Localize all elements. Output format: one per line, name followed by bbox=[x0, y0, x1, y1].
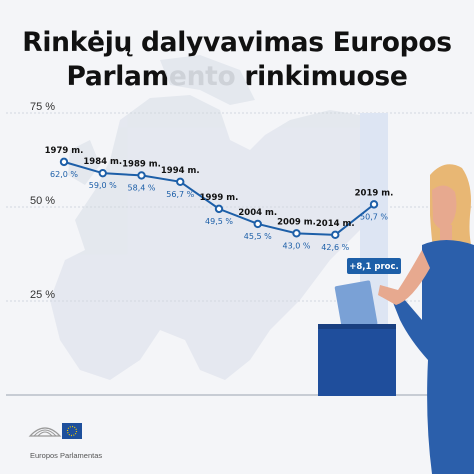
value-label: 45,5 % bbox=[244, 232, 272, 241]
arm bbox=[378, 250, 430, 305]
year-label: 2019 m. bbox=[355, 188, 394, 198]
value-label: 42,6 % bbox=[321, 243, 349, 252]
y-axis: 25 % 50 % 75 % bbox=[30, 101, 55, 301]
year-label: 1999 m. bbox=[200, 193, 239, 203]
data-point bbox=[292, 229, 301, 238]
value-label: 56,7 % bbox=[166, 190, 194, 199]
ballot-box bbox=[318, 324, 396, 396]
ballot-box-illustration bbox=[318, 280, 396, 396]
neck bbox=[440, 225, 452, 243]
year-label: 1994 m. bbox=[161, 166, 200, 176]
y-tick-label: 25 % bbox=[30, 289, 55, 301]
eu-flag-icon bbox=[62, 423, 82, 439]
data-point bbox=[214, 204, 224, 214]
value-label: 59,0 % bbox=[89, 181, 117, 190]
data-point bbox=[59, 157, 69, 167]
value-label: 50,7 % bbox=[360, 212, 388, 221]
european-parliament-logo bbox=[28, 423, 82, 439]
y-tick-label: 75 % bbox=[30, 101, 55, 113]
increase-badge: +8,1 proc. bbox=[347, 258, 401, 274]
data-point bbox=[176, 177, 185, 187]
value-label: 58,4 % bbox=[128, 183, 156, 192]
year-label: 2004 m. bbox=[238, 208, 277, 218]
data-point bbox=[369, 200, 379, 209]
ballot-box-slot bbox=[318, 324, 396, 329]
face bbox=[432, 185, 457, 229]
y-tick-label: 50 % bbox=[30, 195, 55, 207]
hemicycle-icon bbox=[28, 427, 62, 437]
title-line-1: Rinkėjų dalyvavimas Europos bbox=[22, 27, 452, 58]
europe-map-background bbox=[50, 55, 380, 380]
year-label: 2014 m. bbox=[316, 219, 355, 229]
year-label: 1984 m. bbox=[83, 157, 122, 167]
data-points: 1979 m. 62,0 % 1984 m. 59,0 % 1989 m. 58,4 % 1… bbox=[45, 146, 394, 252]
data-point bbox=[253, 219, 262, 229]
ballot-paper bbox=[334, 280, 378, 331]
voter-illustration bbox=[378, 164, 474, 474]
increase-badge-label: +8,1 proc. bbox=[349, 262, 399, 272]
increase-badge-box bbox=[347, 258, 401, 274]
value-label: 49,5 % bbox=[205, 217, 233, 226]
value-label: 43,0 % bbox=[283, 241, 311, 250]
year-label: 2009 m. bbox=[277, 217, 316, 227]
data-point bbox=[98, 168, 107, 178]
year-label: 1989 m. bbox=[122, 159, 161, 169]
logo-text: Europos Parlamentas bbox=[30, 451, 103, 460]
data-point bbox=[331, 230, 340, 240]
year-label: 1979 m. bbox=[45, 146, 84, 156]
data-point bbox=[137, 171, 146, 180]
dress bbox=[392, 240, 474, 474]
value-label: 62,0 % bbox=[50, 170, 78, 179]
